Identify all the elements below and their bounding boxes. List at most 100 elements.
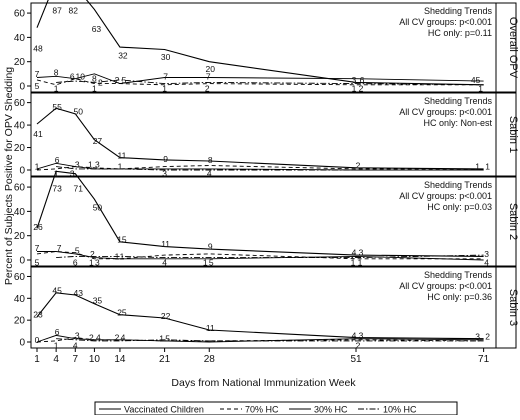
x-tick-label: 51 (350, 354, 362, 365)
data-label: 2 (115, 333, 120, 343)
data-label: 1 (478, 83, 483, 93)
series-line (56, 254, 484, 259)
data-label: 2 (98, 77, 103, 87)
data-label: 30 (161, 52, 171, 62)
data-label: 3 (75, 330, 80, 340)
data-label: 2 (89, 333, 94, 343)
data-label: 1 (89, 257, 94, 267)
data-label: 5 (209, 257, 214, 267)
data-label: 7 (35, 69, 40, 79)
legend: Vaccinated Children 70% HC 30% HC 10% HC (94, 401, 458, 416)
trend-annotation: HC only: p=0.03 (427, 202, 492, 212)
x-tick-label: 7 (73, 354, 79, 365)
data-label: 63 (92, 24, 102, 34)
x-tick-label: 28 (204, 354, 216, 365)
y-tick-label: 20 (14, 57, 26, 68)
data-label: 4 (207, 168, 212, 178)
y-tick-label: 20 (14, 143, 26, 154)
data-label: 4 (96, 333, 101, 343)
data-label: 11 (206, 323, 215, 333)
data-label: 6 (360, 75, 365, 85)
data-label: 1 (118, 162, 123, 172)
data-label: 1 (54, 168, 59, 178)
y-axis-title: Percent of Subjects Positive for OPV She… (3, 67, 15, 285)
strip-box (495, 92, 517, 177)
data-label: 2 (90, 249, 95, 259)
series-line (56, 79, 484, 86)
trend-annotation: HC only: p=0.11 (428, 28, 492, 38)
data-label: 6 (55, 155, 60, 165)
x-tick-label: 21 (159, 354, 171, 365)
data-label: 1 (162, 83, 167, 93)
x-tick-label: 4 (53, 354, 59, 365)
series-line (36, 170, 484, 257)
trend-annotation: HC only: Non-est (423, 118, 492, 128)
data-label: 6 (55, 327, 60, 337)
x-axis-title: Days from National Immunization Week (171, 377, 356, 389)
data-label: 9 (208, 242, 213, 252)
data-label: 1 (352, 83, 357, 93)
data-label: 3 (475, 332, 480, 342)
y-tick-label: 60 (14, 183, 26, 194)
legend-label: 30% HC (314, 405, 348, 415)
data-label: 0 (35, 335, 40, 345)
y-tick-label: 0 (19, 338, 25, 349)
data-label: 87 (52, 6, 62, 16)
y-tick-label: 20 (14, 231, 26, 242)
data-label: 25 (117, 308, 127, 318)
data-label: 7 (206, 71, 211, 81)
data-label: 1 (159, 334, 164, 344)
data-label: 3 (95, 159, 100, 169)
data-label: 1 (54, 83, 59, 93)
series-line (36, 334, 484, 343)
strip-box (495, 266, 517, 349)
strip-box (495, 176, 517, 267)
trend-annotation: Shedding Trends (424, 270, 493, 280)
strip-label: Sabin 1 (507, 116, 519, 153)
data-label: 4 (121, 333, 126, 343)
y-tick-label: 0 (19, 166, 25, 177)
data-label: 4 (162, 257, 167, 267)
series-line (36, 292, 484, 340)
data-label: 8 (208, 155, 213, 165)
legend-label: 10% HC (383, 405, 417, 415)
data-label: 1 (203, 257, 208, 267)
data-label: 73 (52, 183, 62, 193)
data-label: 27 (93, 136, 103, 146)
strip-label: Sabin 2 (507, 203, 519, 240)
data-label: 4 (73, 340, 78, 350)
data-label: 11 (161, 239, 170, 249)
data-label: 48 (33, 43, 43, 53)
data-label: 2 (356, 161, 361, 171)
x-tick-label: 1 (34, 354, 40, 365)
trend-annotation: All CV groups: p<0.001 (399, 191, 492, 201)
data-label: 23 (33, 310, 43, 320)
data-label: 1 (120, 251, 125, 261)
data-label: 1 (92, 83, 97, 93)
data-label: 6 (70, 71, 75, 81)
strip-label: Overall OPV (507, 17, 519, 79)
data-label: 7 (163, 71, 168, 81)
data-label: 10 (76, 71, 86, 81)
data-label: 2 (359, 83, 364, 93)
data-label: 41 (33, 129, 43, 139)
y-tick-label: 0 (19, 82, 25, 93)
y-tick-label: 20 (14, 316, 26, 327)
data-label: 50 (74, 107, 84, 117)
strip-label: Sabin 3 (507, 289, 519, 326)
trend-annotation: Shedding Trends (424, 96, 493, 106)
data-label: 4 (352, 248, 357, 258)
data-label: 1 (54, 340, 59, 350)
series-line (36, 0, 484, 86)
data-label: 1 (351, 257, 356, 267)
data-label: 3 (95, 257, 100, 267)
data-label: 1 (115, 251, 120, 261)
trend-annotation: All CV groups: p<0.001 (399, 107, 492, 117)
y-tick-label: 40 (14, 207, 26, 218)
data-label: 26 (33, 222, 43, 232)
data-label: 1 (88, 159, 93, 169)
y-tick-label: 0 (19, 256, 25, 267)
data-label: 3 (352, 75, 357, 85)
